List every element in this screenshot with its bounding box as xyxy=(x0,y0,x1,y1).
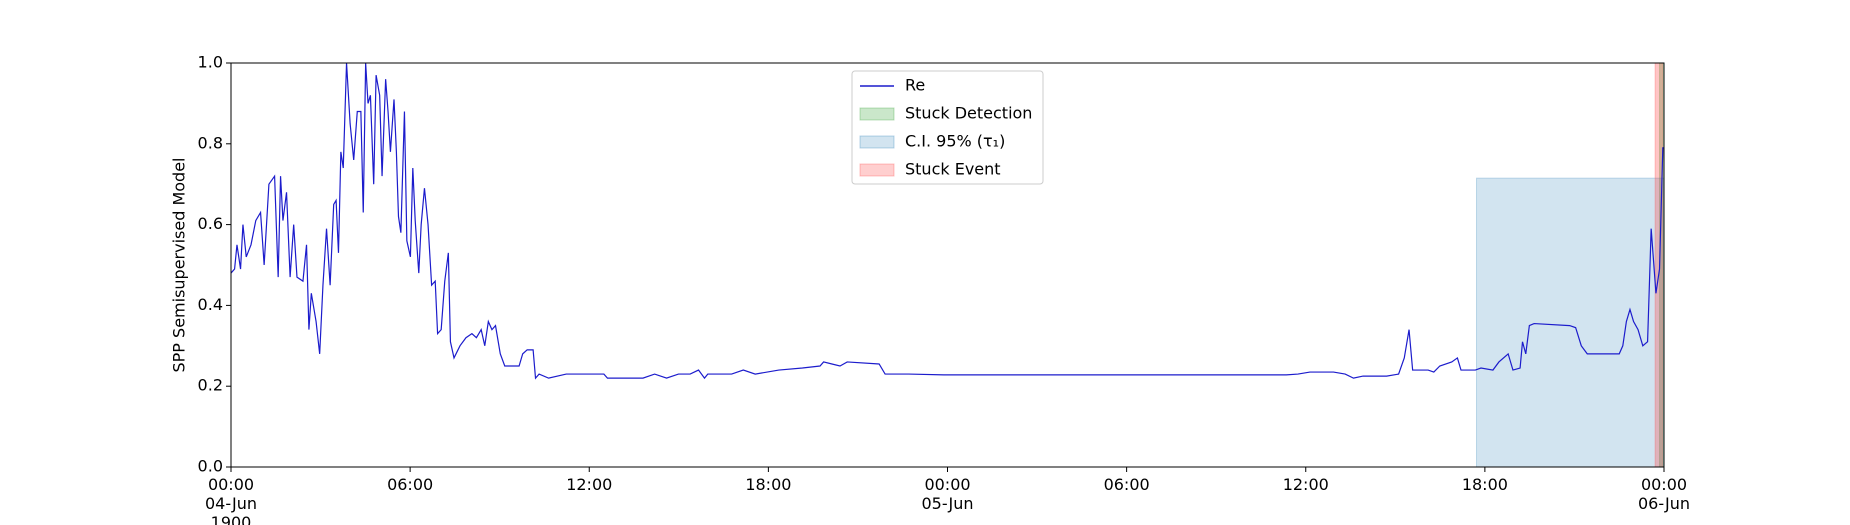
legend-label: Stuck Detection xyxy=(905,104,1032,123)
span xyxy=(1654,62,1664,468)
x-tick-label: 12:00 xyxy=(566,475,613,494)
legend-handle xyxy=(859,107,895,121)
y-axis-label: SPP Semisupervised Model xyxy=(170,158,189,373)
legend-label: C.I. 95% (τ₁) xyxy=(905,132,1005,151)
span xyxy=(1476,177,1665,468)
x-tick-label: 00:00 05-Jun xyxy=(921,475,974,513)
y-tick-label: 0.0 xyxy=(198,457,223,476)
y-tick-label: 0.6 xyxy=(198,214,223,233)
legend-handle xyxy=(859,163,895,177)
x-tick-label: 06:00 xyxy=(387,475,434,494)
x-tick-label: 18:00 xyxy=(745,475,792,494)
x-tick-label: 00:00 06-Jun xyxy=(1637,475,1691,513)
x-tick-label: 12:00 xyxy=(1282,475,1329,494)
y-tick-label: 0.8 xyxy=(198,133,223,152)
legend-box xyxy=(851,70,1044,185)
x-tick-label: 18:00 xyxy=(1461,475,1508,494)
y-tick-label: 0.2 xyxy=(198,376,223,395)
x-tick-label: 00:00 04-Jun 1900 xyxy=(204,475,258,525)
y-tick-label: 0.4 xyxy=(198,295,223,314)
x-tick-label: 06:00 xyxy=(1103,475,1150,494)
y-tick-label: 1.0 xyxy=(198,53,223,72)
line xyxy=(230,62,1664,380)
legend-label: Stuck Event xyxy=(905,160,1001,179)
legend-label: Re xyxy=(905,76,925,95)
legend-handle xyxy=(859,135,895,149)
